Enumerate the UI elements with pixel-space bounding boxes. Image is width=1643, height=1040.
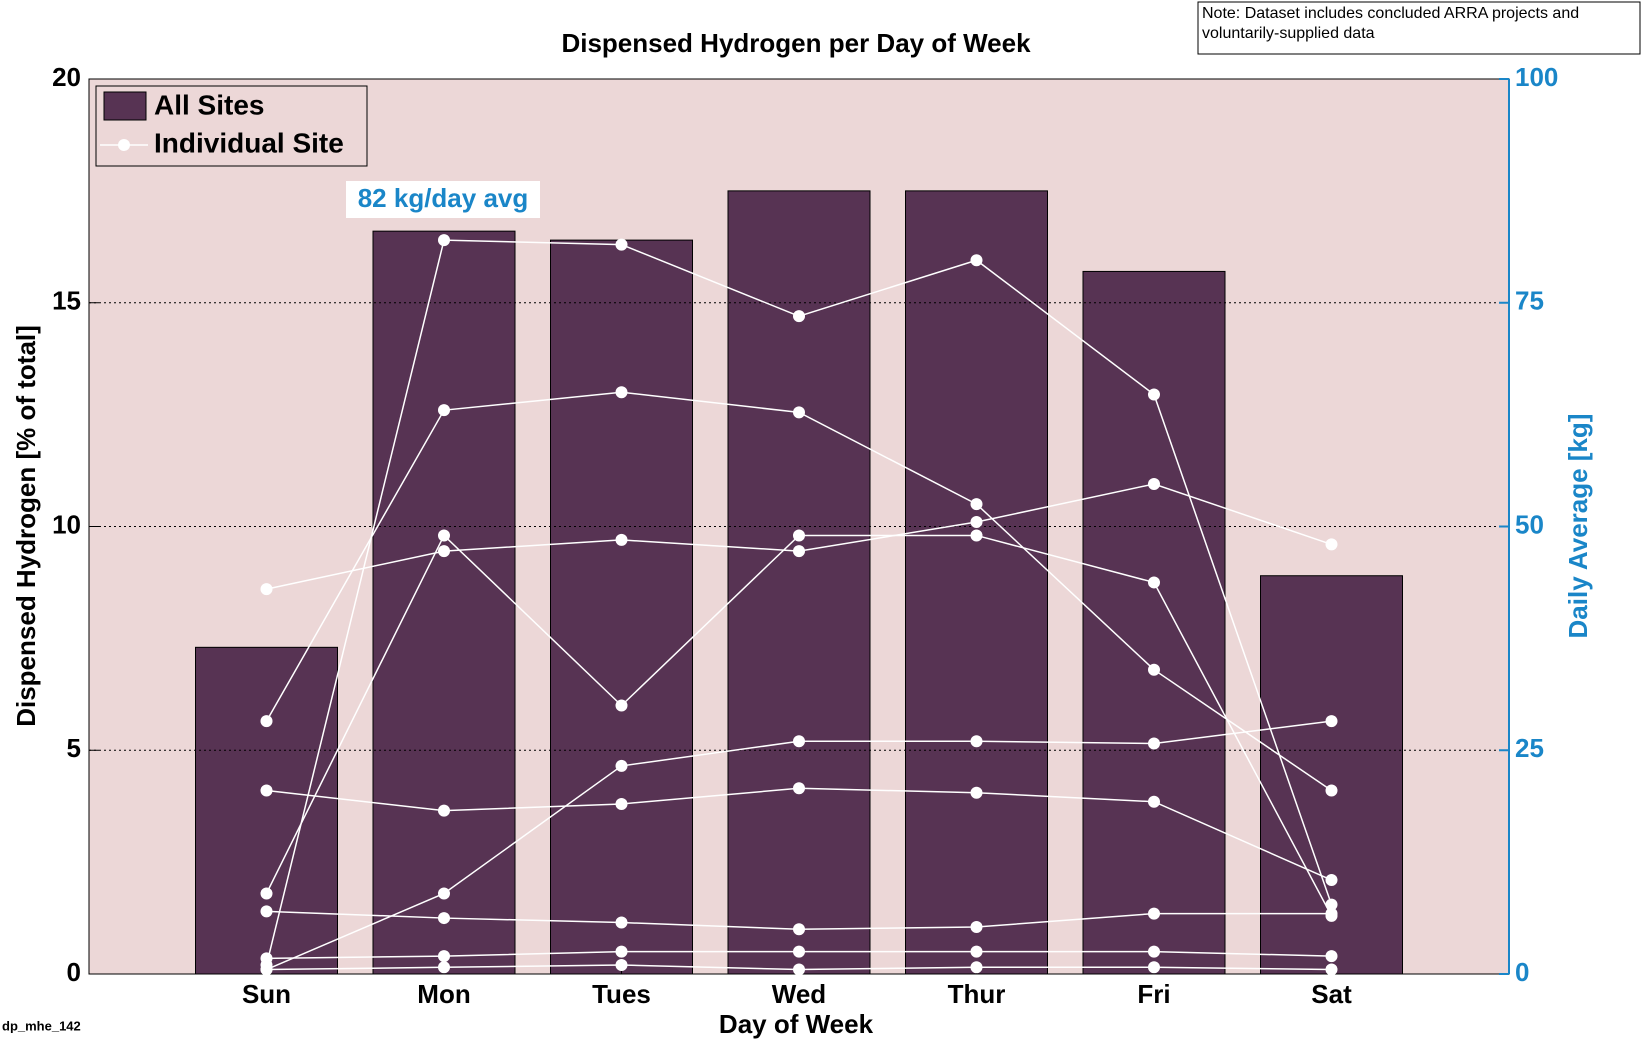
site-point	[1148, 945, 1160, 958]
site-point	[615, 759, 628, 772]
site-point	[793, 545, 805, 558]
site-point	[1325, 963, 1338, 976]
x-tick-label: Fri	[1137, 979, 1170, 1009]
site-point	[793, 406, 805, 419]
x-tick-label: Sat	[1311, 979, 1352, 1009]
site-point	[1148, 663, 1160, 676]
y2-tick-label: 50	[1515, 509, 1544, 539]
x-tick-label: Thur	[948, 979, 1006, 1009]
y2-axis-label: Daily Average [kg]	[1563, 414, 1593, 639]
site-point	[1148, 907, 1160, 920]
site-point	[438, 950, 450, 963]
annotation-box	[346, 181, 540, 218]
site-point	[615, 959, 628, 972]
legend-label: Individual Site	[154, 127, 344, 158]
site-point	[1148, 576, 1160, 589]
site-point	[615, 797, 628, 810]
note: Note: Dataset includes concluded ARRA pr…	[1202, 5, 1580, 42]
site-point	[615, 916, 628, 929]
site-point	[615, 386, 628, 399]
site-point	[615, 238, 628, 251]
legend-label: All Sites	[154, 89, 264, 120]
note-text: Note: Dataset includes concluded ARRA pr…	[1202, 5, 1580, 42]
y-axis-label: Dispensed Hydrogen [% of total]	[11, 325, 41, 727]
site-point	[793, 963, 805, 976]
site-point	[260, 905, 273, 918]
site-point	[260, 887, 273, 900]
site-point	[970, 945, 983, 958]
site-point	[1148, 737, 1160, 750]
site-point	[260, 784, 273, 797]
note-box	[1197, 1, 1641, 55]
site-point	[793, 945, 805, 958]
site-point	[793, 735, 805, 748]
site-point	[1325, 898, 1338, 911]
site-point	[438, 961, 450, 974]
site-point	[793, 923, 805, 936]
site-point	[970, 921, 983, 934]
site-point	[1148, 961, 1160, 974]
y-tick-label: 5	[67, 733, 81, 763]
site-point	[1325, 950, 1338, 963]
site-point	[1325, 538, 1338, 551]
y2-tick-label: 0	[1515, 957, 1529, 987]
site-point	[260, 963, 273, 976]
bar	[550, 239, 693, 975]
site-point	[615, 533, 628, 546]
bar	[372, 230, 516, 975]
site-point	[970, 961, 983, 974]
site-point	[438, 545, 450, 558]
y2-tick-label: 25	[1515, 733, 1544, 763]
site-point	[438, 529, 450, 542]
footer: dp_mhe_142	[2, 1018, 81, 1033]
legend-swatch	[103, 91, 147, 121]
site-point	[438, 804, 450, 817]
y-tick-label: 10	[52, 509, 81, 539]
site-point	[438, 912, 450, 925]
x-axis-label: Day of Week	[719, 1009, 874, 1039]
x-tick-label: Tues	[592, 979, 651, 1009]
y2-tick-label: 75	[1515, 286, 1544, 316]
site-point	[1148, 477, 1160, 490]
site-point	[615, 699, 628, 712]
site-point	[1148, 795, 1160, 808]
x-tick-label: Wed	[772, 979, 826, 1009]
site-point	[615, 945, 628, 958]
site-point	[438, 234, 450, 247]
legend-marker	[118, 139, 130, 151]
site-point	[793, 782, 805, 795]
chart-title: Dispensed Hydrogen per Day of Week	[561, 28, 1031, 58]
site-point	[970, 735, 983, 748]
y-tick-label: 20	[52, 62, 81, 92]
site-point	[793, 310, 805, 323]
site-point	[260, 715, 273, 728]
y-tick-label: 0	[67, 957, 81, 987]
site-point	[970, 786, 983, 799]
x-tick-label: Sun	[242, 979, 291, 1009]
site-point	[1325, 715, 1338, 728]
annotation: 82 kg/day avg	[358, 183, 529, 213]
site-point	[970, 529, 983, 542]
site-point	[438, 404, 450, 417]
site-point	[970, 516, 983, 529]
site-point	[1325, 874, 1338, 887]
site-point	[970, 498, 983, 511]
site-point	[260, 952, 273, 965]
site-point	[1325, 784, 1338, 797]
y-tick-label: 15	[52, 286, 81, 316]
x-tick-label: Mon	[417, 979, 470, 1009]
bar	[195, 646, 338, 975]
site-point	[1148, 388, 1160, 401]
site-point	[970, 254, 983, 267]
site-point	[793, 529, 805, 542]
bar	[905, 190, 1048, 975]
site-point	[1325, 907, 1338, 920]
site-point	[438, 887, 450, 900]
y2-tick-label: 100	[1515, 62, 1558, 92]
site-point	[260, 583, 273, 596]
